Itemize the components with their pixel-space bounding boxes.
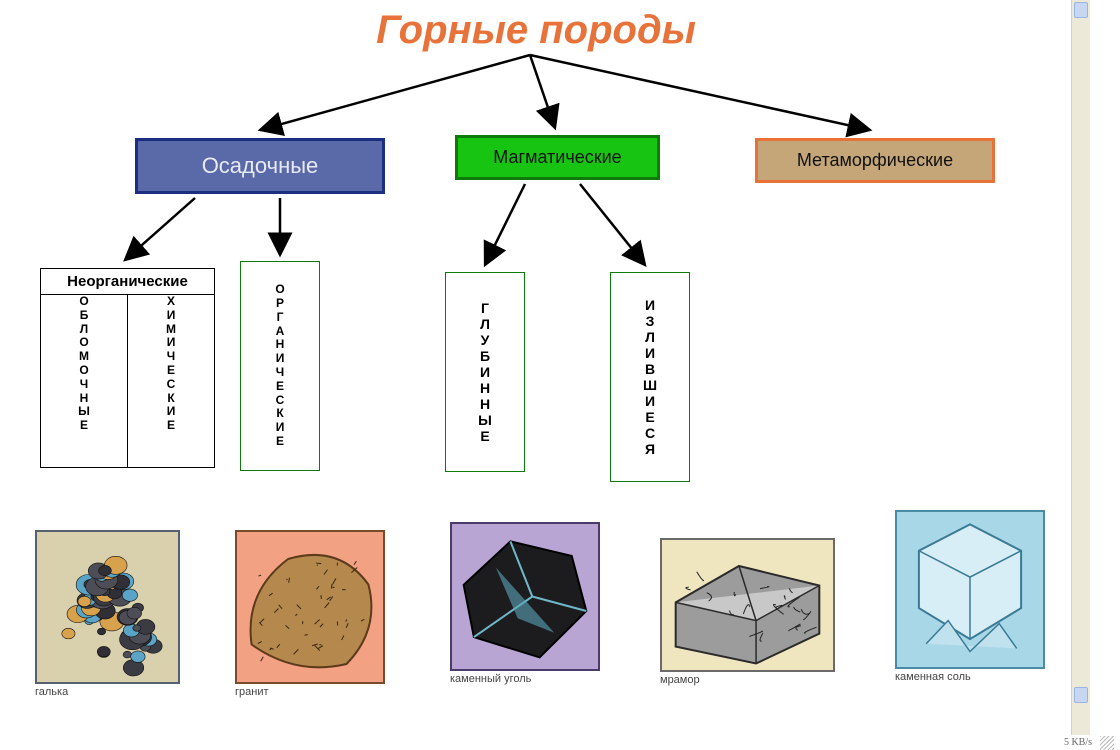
leaf-inorganic: Неорганические ОБЛОМОЧНЫЕ ХИМИЧЕСКИЕ xyxy=(40,268,215,468)
rock-caption: галька xyxy=(35,684,180,698)
rock-image xyxy=(450,522,600,671)
scrollbar-thumb-top[interactable] xyxy=(1074,2,1088,18)
resize-grip-icon[interactable] xyxy=(1100,736,1114,750)
leaf-inorganic-col1: ОБЛОМОЧНЫЕ xyxy=(78,295,90,467)
rock-caption: каменная соль xyxy=(895,669,1045,683)
leaf-inorganic-col2: ХИМИЧЕСКИЕ xyxy=(166,295,176,467)
scrollbar-thumb-bottom[interactable] xyxy=(1074,687,1088,703)
leaf-effusive: ИЗЛИВШИЕСЯ xyxy=(610,272,690,482)
rock-caption: каменный уголь xyxy=(450,671,600,685)
rock-caption: гранит xyxy=(235,684,385,698)
leaf-deep-label: ГЛУБИННЫЕ xyxy=(446,273,524,471)
leaf-deep: ГЛУБИННЫЕ xyxy=(445,272,525,472)
leaf-inorganic-title: Неорганические xyxy=(41,269,214,295)
rock-card: галька xyxy=(35,530,180,700)
category-metamorphic: Метаморфические xyxy=(755,138,995,183)
rock-image xyxy=(35,530,180,684)
rock-card: мрамор xyxy=(660,538,835,688)
leaf-effusive-label: ИЗЛИВШИЕСЯ xyxy=(611,273,689,481)
leaf-organic: ОРГАНИЧЕСКИЕ xyxy=(240,261,320,471)
rock-card: каменная соль xyxy=(895,510,1045,685)
rock-image xyxy=(895,510,1045,669)
rock-image xyxy=(660,538,835,672)
rock-card: гранит xyxy=(235,530,385,700)
category-igneous: Магматические xyxy=(455,135,660,180)
rock-card: каменный уголь xyxy=(450,522,600,687)
category-sedimentary: Осадочные xyxy=(135,138,385,194)
status-bar: 5 KB/s xyxy=(1064,735,1120,750)
diagram-title: Горные породы xyxy=(0,8,1072,53)
leaf-organic-label: ОРГАНИЧЕСКИЕ xyxy=(241,262,319,470)
rock-image xyxy=(235,530,385,684)
network-speed: 5 KB/s xyxy=(1064,737,1092,748)
rock-caption: мрамор xyxy=(660,672,835,686)
vertical-scrollbar[interactable] xyxy=(1071,0,1090,735)
slide-canvas: Горные породы Осадочные Магматические Ме… xyxy=(0,0,1073,735)
